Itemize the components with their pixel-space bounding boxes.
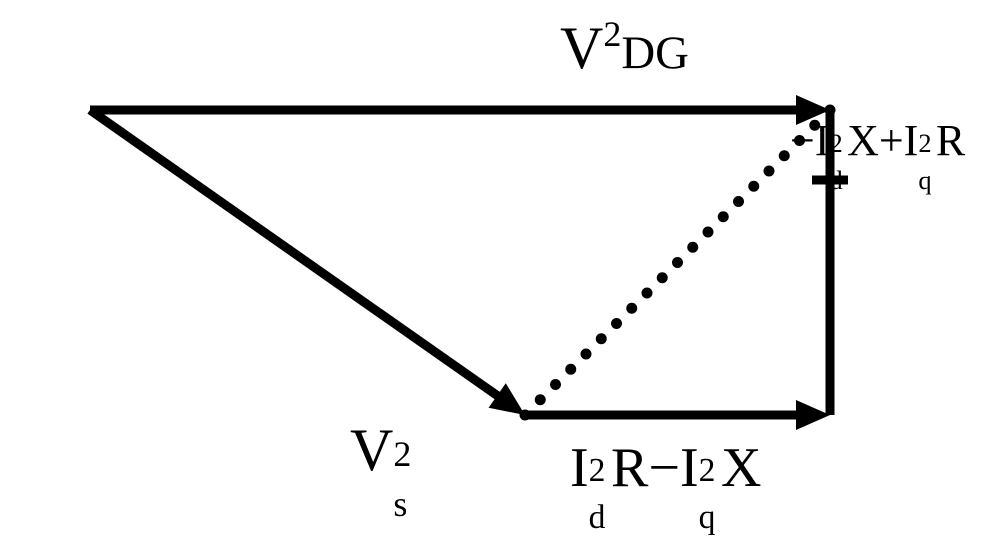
label-idx-iqr: −I2dX+I2qR	[790, 118, 965, 164]
label-v-dg: V2DG	[560, 18, 689, 78]
label-idr-iqx: I2dR−I2qX	[570, 440, 761, 496]
label-v-s: V2s	[350, 420, 417, 480]
vector-diagram	[0, 0, 1007, 525]
